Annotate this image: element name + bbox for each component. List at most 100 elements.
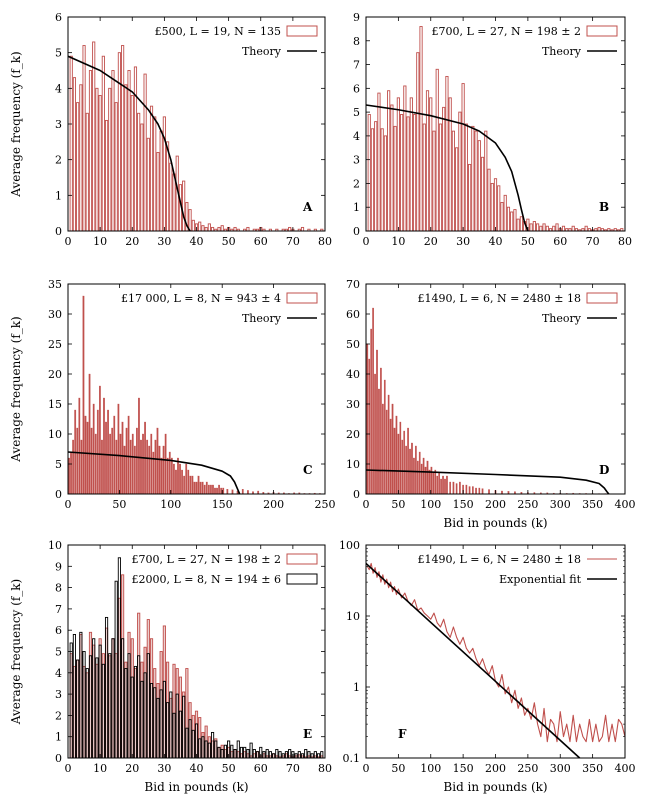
panel-d: 0 50 100 150 200 250 300 350 400 0 10 20 30 40 50 60 70 £… xyxy=(346,278,636,530)
bar xyxy=(111,427,114,495)
legend-swatch xyxy=(286,553,318,565)
x-tick-label: 0 xyxy=(65,498,72,511)
bar xyxy=(510,211,514,232)
bar xyxy=(435,68,439,232)
bar xyxy=(584,225,588,232)
x-tick-label: 80 xyxy=(618,235,632,248)
bar xyxy=(393,427,396,495)
bar xyxy=(121,421,124,495)
bar xyxy=(231,489,234,495)
y-tick-label: 0 xyxy=(353,225,360,238)
x-tick-label: 300 xyxy=(550,762,571,775)
bar xyxy=(217,226,221,232)
y-tick-label: 6 xyxy=(55,11,62,24)
bar xyxy=(478,487,481,495)
panel-b: 0 10 20 30 40 50 60 70 80 0 1 2 3 4 5 6 7 8 9 £700, L = 27,… xyxy=(353,11,632,248)
x-tick-label: 100 xyxy=(420,498,441,511)
bar xyxy=(513,209,517,232)
y-tick-label: 1 xyxy=(353,201,360,214)
bar xyxy=(70,451,72,495)
bar xyxy=(198,221,202,232)
bar xyxy=(300,226,305,232)
x-tick-label: 250 xyxy=(517,762,538,775)
bar xyxy=(413,457,415,495)
y-tick-label: 4 xyxy=(55,82,62,95)
x-tick-label: 20 xyxy=(125,762,139,775)
bar xyxy=(226,489,229,495)
x-axis-label: Bid in pounds (k) xyxy=(443,780,547,794)
bar xyxy=(117,52,121,232)
bar xyxy=(442,106,446,232)
bar xyxy=(403,85,407,232)
bar xyxy=(172,173,176,232)
x-tick-label: 20 xyxy=(125,235,139,248)
bar xyxy=(487,168,491,232)
bar xyxy=(383,135,388,232)
y-ticks: 0 1 2 3 4 5 6 xyxy=(55,11,325,238)
x-tick-label: 40 xyxy=(190,762,204,775)
bar xyxy=(475,487,477,495)
bar xyxy=(80,439,83,495)
panel-c: 0 50 100 150 200 250 0 5 10 15 20 25 30 35 £17 000, L … xyxy=(9,278,336,511)
bar xyxy=(137,112,141,232)
x-tick-label: 400 xyxy=(615,762,636,775)
panel-label: B xyxy=(599,200,609,214)
x-tick-label: 0 xyxy=(363,498,370,511)
legend: £17 000, L = 8, N = 943 ± 4 Theory xyxy=(121,292,318,325)
bar xyxy=(426,460,429,495)
bar xyxy=(387,394,390,495)
bar xyxy=(143,73,147,232)
bar xyxy=(542,223,546,232)
bar xyxy=(484,130,488,232)
y-tick-label: 0 xyxy=(55,752,62,765)
x-tick-label: 70 xyxy=(286,762,300,775)
bar xyxy=(136,427,138,495)
bar xyxy=(488,489,490,495)
bar xyxy=(98,95,102,232)
bar xyxy=(109,433,112,495)
y-tick-label: 4 xyxy=(55,667,62,680)
panel-a: 0 10 20 30 40 50 60 70 80 0 1 2 3 4 5 6 £500, L = 19, N … xyxy=(9,11,332,248)
bar xyxy=(432,472,435,495)
bar xyxy=(458,111,462,232)
bar xyxy=(397,433,400,495)
series-group xyxy=(365,307,620,495)
y-tick-label: 9 xyxy=(353,11,360,24)
bar xyxy=(247,490,249,495)
bar xyxy=(222,487,225,495)
bar xyxy=(412,114,417,232)
series-group xyxy=(365,562,626,759)
bar xyxy=(561,225,566,232)
x-ticks: 0 50 100 150 200 250 xyxy=(65,284,336,511)
bar xyxy=(374,373,376,495)
x-tick-label: 200 xyxy=(485,762,506,775)
x-tick-label: 150 xyxy=(453,762,474,775)
bar xyxy=(105,421,107,495)
axes-frame xyxy=(67,16,326,232)
bar xyxy=(175,469,177,495)
legend-swatch xyxy=(286,25,318,37)
data-line xyxy=(366,562,626,743)
bar xyxy=(382,403,384,495)
bar xyxy=(119,433,122,495)
legend: £500, L = 19, N = 135 Theory xyxy=(155,25,318,58)
bar xyxy=(415,445,417,495)
y-tick-label: 50 xyxy=(346,338,360,351)
bar xyxy=(114,102,118,232)
bar xyxy=(288,226,292,232)
bar xyxy=(406,116,410,232)
bar xyxy=(140,123,144,232)
bar xyxy=(185,463,188,495)
y-tick-label: 3 xyxy=(55,688,62,701)
bar xyxy=(536,223,540,232)
bar xyxy=(497,185,501,232)
y-axis-label: Average frequency (f_k) xyxy=(9,316,23,462)
bar xyxy=(127,70,131,232)
legend-label: £1490, L = 6, N = 2480 ± 18 xyxy=(417,292,581,305)
y-tick-label: 1 xyxy=(353,681,360,694)
bar xyxy=(370,328,373,495)
exponential-fit-line xyxy=(365,562,581,759)
y-tick-label: 0.1 xyxy=(343,752,361,765)
bar xyxy=(233,226,237,232)
